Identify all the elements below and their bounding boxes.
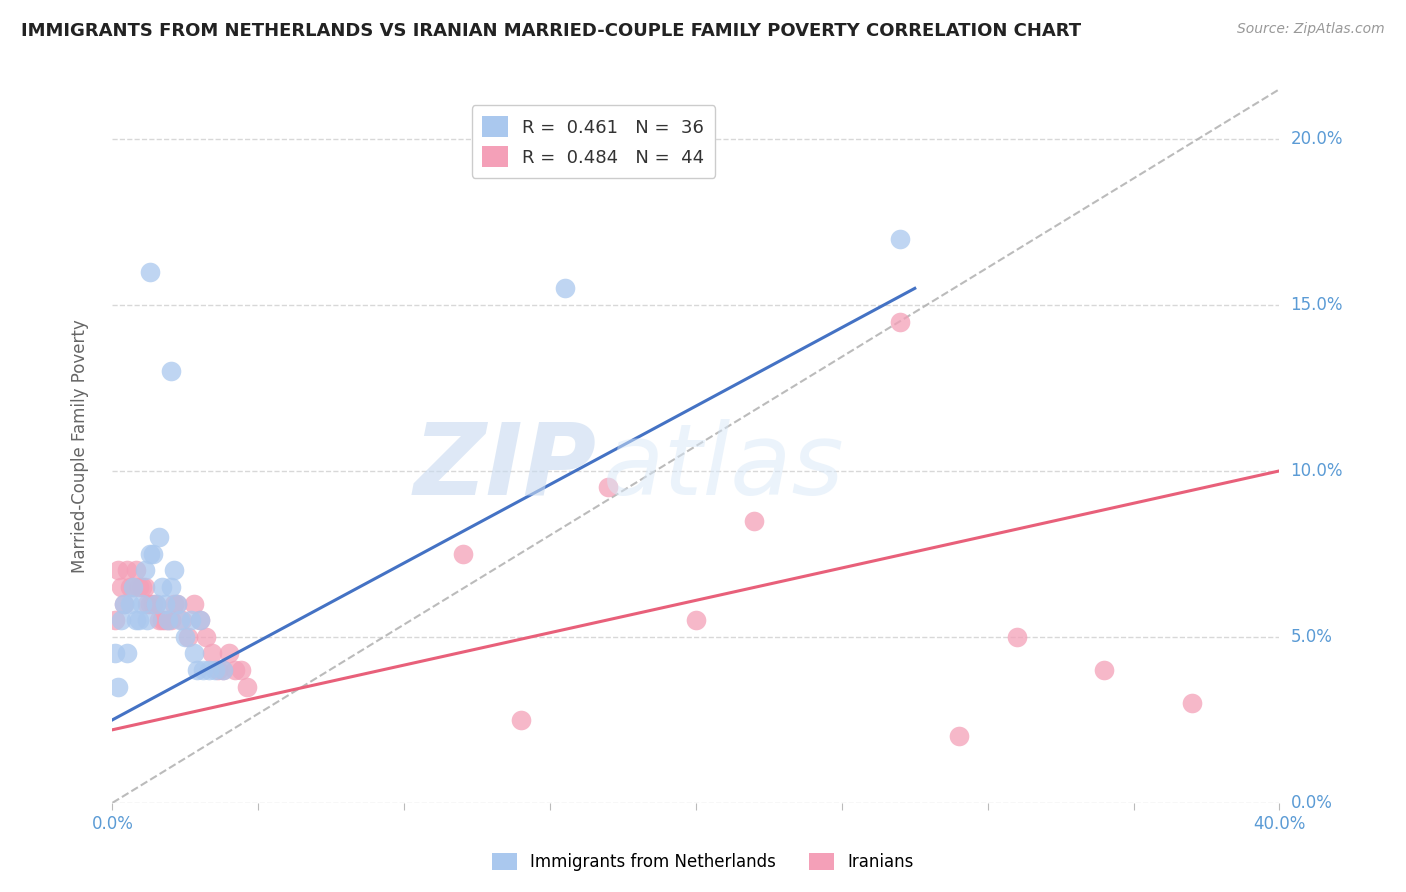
Text: 10.0%: 10.0%	[1291, 462, 1343, 480]
Point	[509, 713, 531, 727]
Point	[128, 613, 150, 627]
Point	[1005, 630, 1028, 644]
Point	[156, 613, 179, 627]
Point	[166, 597, 188, 611]
Point	[112, 597, 135, 611]
Legend: R =  0.461   N =  36, R =  0.484   N =  44: R = 0.461 N = 36, R = 0.484 N = 44	[471, 105, 716, 178]
Point	[207, 663, 229, 677]
Point	[122, 580, 145, 594]
Point	[118, 597, 141, 611]
Text: Source: ZipAtlas.com: Source: ZipAtlas.com	[1237, 22, 1385, 37]
Text: 0.0%: 0.0%	[1291, 794, 1333, 812]
Point	[224, 663, 246, 677]
Point	[104, 647, 127, 661]
Point	[110, 613, 132, 627]
Point	[172, 613, 194, 627]
Point	[145, 597, 167, 611]
Text: 15.0%: 15.0%	[1291, 296, 1343, 314]
Point	[160, 613, 183, 627]
Point	[110, 580, 132, 594]
Point	[118, 580, 141, 594]
Y-axis label: Married-Couple Family Poverty: Married-Couple Family Poverty	[70, 319, 89, 573]
Point	[742, 514, 765, 528]
Point	[153, 613, 176, 627]
Point	[212, 663, 235, 677]
Point	[115, 647, 138, 661]
Point	[136, 597, 159, 611]
Point	[889, 231, 911, 245]
Point	[142, 597, 165, 611]
Text: atlas: atlas	[603, 419, 844, 516]
Point	[186, 663, 208, 677]
Point	[554, 281, 576, 295]
Point	[139, 265, 162, 279]
Point	[889, 314, 911, 328]
Point	[235, 680, 257, 694]
Point	[188, 613, 211, 627]
Text: ZIP: ZIP	[413, 419, 596, 516]
Point	[128, 580, 150, 594]
Point	[201, 647, 224, 661]
Text: 5.0%: 5.0%	[1291, 628, 1333, 646]
Point	[229, 663, 252, 677]
Point	[218, 647, 240, 661]
Point	[150, 580, 173, 594]
Point	[115, 564, 138, 578]
Point	[104, 613, 127, 627]
Point	[212, 663, 235, 677]
Point	[194, 630, 217, 644]
Point	[160, 364, 183, 378]
Point	[148, 530, 170, 544]
Point	[451, 547, 474, 561]
Point	[134, 580, 156, 594]
Point	[142, 547, 165, 561]
Point	[112, 597, 135, 611]
Point	[174, 630, 197, 644]
Point	[125, 564, 148, 578]
Point	[183, 597, 205, 611]
Point	[163, 597, 186, 611]
Point	[163, 564, 186, 578]
Point	[107, 680, 129, 694]
Point	[180, 613, 202, 627]
Point	[150, 613, 173, 627]
Point	[685, 613, 707, 627]
Point	[139, 597, 162, 611]
Point	[948, 730, 970, 744]
Point	[153, 597, 176, 611]
Point	[204, 663, 226, 677]
Point	[1181, 696, 1204, 710]
Point	[598, 481, 620, 495]
Text: IMMIGRANTS FROM NETHERLANDS VS IRANIAN MARRIED-COUPLE FAMILY POVERTY CORRELATION: IMMIGRANTS FROM NETHERLANDS VS IRANIAN M…	[21, 22, 1081, 40]
Point	[169, 613, 191, 627]
Point	[188, 613, 211, 627]
Point	[107, 564, 129, 578]
Point	[125, 613, 148, 627]
Point	[156, 613, 179, 627]
Point	[131, 597, 153, 611]
Point	[134, 564, 156, 578]
Point	[197, 663, 219, 677]
Point	[1092, 663, 1115, 677]
Point	[183, 647, 205, 661]
Point	[145, 597, 167, 611]
Legend: Immigrants from Netherlands, Iranians: Immigrants from Netherlands, Iranians	[484, 845, 922, 880]
Text: 20.0%: 20.0%	[1291, 130, 1343, 148]
Point	[131, 580, 153, 594]
Point	[122, 580, 145, 594]
Point	[177, 630, 200, 644]
Point	[160, 580, 183, 594]
Point	[139, 547, 162, 561]
Point	[136, 613, 159, 627]
Point	[148, 613, 170, 627]
Point	[166, 597, 188, 611]
Point	[191, 663, 214, 677]
